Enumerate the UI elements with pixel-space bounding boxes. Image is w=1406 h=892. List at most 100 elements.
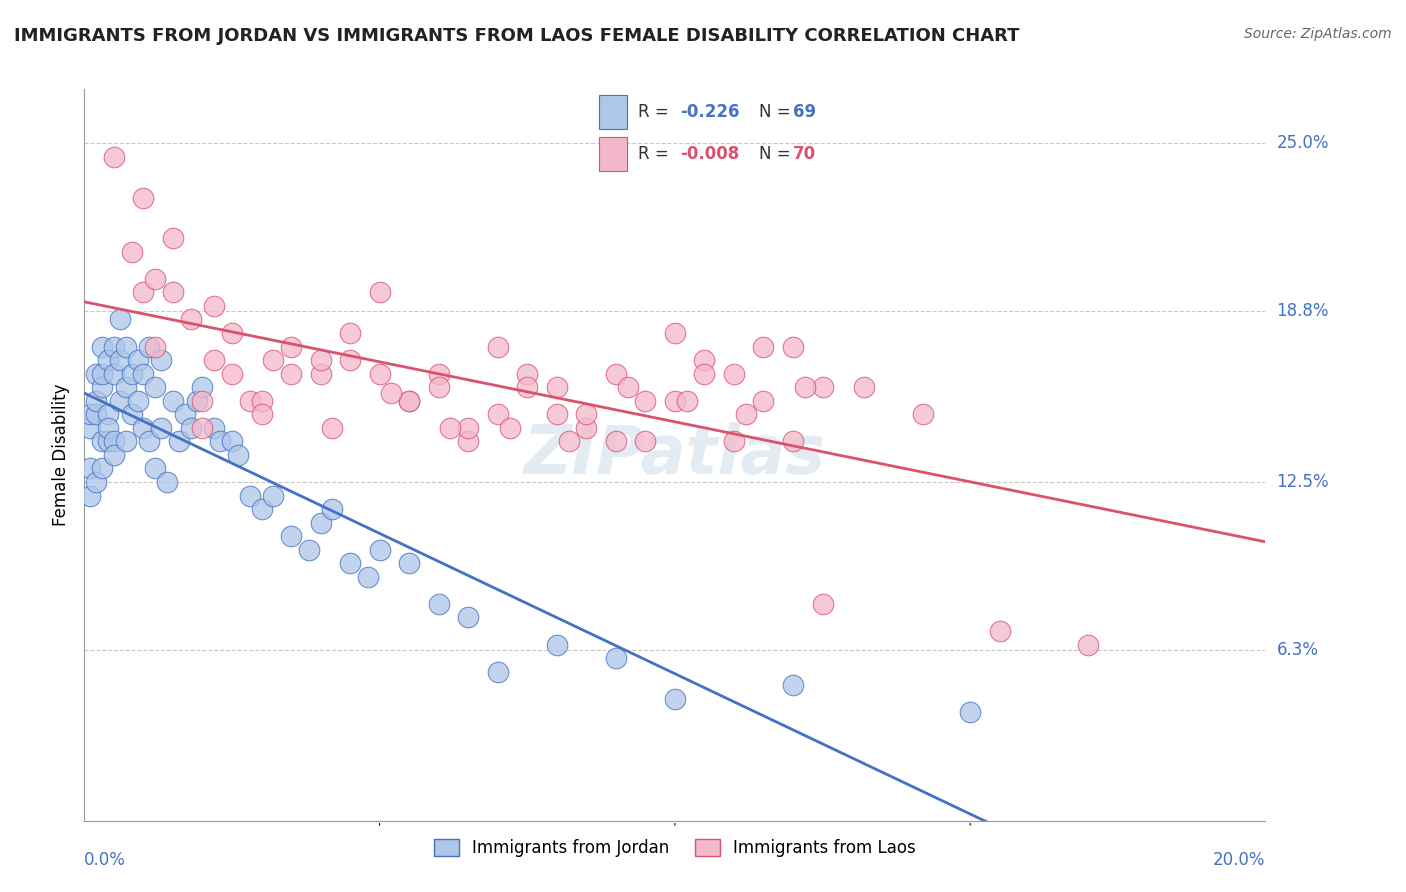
Text: 18.8%: 18.8% — [1277, 302, 1329, 320]
Point — [191, 393, 214, 408]
Point — [162, 393, 184, 408]
Text: 70: 70 — [793, 145, 815, 163]
Point — [132, 367, 155, 381]
Text: 69: 69 — [793, 103, 815, 121]
Text: R =: R = — [638, 145, 675, 163]
Point — [321, 502, 343, 516]
Point — [143, 380, 166, 394]
Point — [239, 393, 262, 408]
Text: ZIPatlas: ZIPatlas — [524, 422, 825, 488]
Point — [557, 434, 579, 449]
Point — [191, 421, 214, 435]
Point — [634, 434, 657, 449]
Point — [132, 421, 155, 435]
Point — [427, 597, 450, 611]
Text: -0.008: -0.008 — [681, 145, 740, 163]
Point — [634, 393, 657, 408]
Point — [280, 340, 302, 354]
Text: 20.0%: 20.0% — [1213, 851, 1265, 869]
Point — [486, 665, 509, 679]
Point — [486, 340, 509, 354]
Point — [91, 380, 114, 394]
Point — [167, 434, 190, 449]
Point — [664, 326, 686, 340]
Point — [150, 421, 173, 435]
Point — [202, 421, 225, 435]
Legend: Immigrants from Jordan, Immigrants from Laos: Immigrants from Jordan, Immigrants from … — [427, 832, 922, 863]
Point — [79, 407, 101, 421]
Point — [988, 624, 1011, 638]
Point — [191, 380, 214, 394]
Point — [339, 326, 361, 340]
Point — [439, 421, 461, 435]
Point — [180, 312, 202, 326]
Point — [79, 421, 101, 435]
Point — [693, 353, 716, 368]
Point — [959, 706, 981, 720]
Point — [457, 421, 479, 435]
Point — [782, 340, 804, 354]
Point — [723, 434, 745, 449]
Text: R =: R = — [638, 103, 675, 121]
Point — [97, 421, 120, 435]
Point — [108, 353, 131, 368]
Point — [309, 353, 332, 368]
Point — [209, 434, 232, 449]
Point — [103, 367, 125, 381]
Point — [202, 299, 225, 313]
Point — [103, 150, 125, 164]
Point — [262, 489, 284, 503]
Point — [150, 353, 173, 368]
Point — [280, 529, 302, 543]
Point — [516, 367, 538, 381]
Point — [180, 421, 202, 435]
Point — [114, 340, 136, 354]
Point — [121, 367, 143, 381]
Point — [162, 231, 184, 245]
Point — [911, 407, 934, 421]
Point — [114, 434, 136, 449]
Point — [546, 407, 568, 421]
Point — [84, 393, 107, 408]
Point — [427, 367, 450, 381]
Point — [575, 421, 598, 435]
Point — [162, 285, 184, 300]
Point — [357, 570, 380, 584]
Point — [84, 475, 107, 489]
Point — [664, 691, 686, 706]
Point — [693, 367, 716, 381]
FancyBboxPatch shape — [599, 137, 627, 171]
Point — [368, 367, 391, 381]
Point — [811, 597, 834, 611]
Point — [138, 434, 160, 449]
Point — [250, 502, 273, 516]
Text: N =: N = — [759, 145, 796, 163]
Y-axis label: Female Disability: Female Disability — [52, 384, 70, 526]
Point — [1077, 638, 1099, 652]
Point — [398, 556, 420, 570]
Text: 6.3%: 6.3% — [1277, 641, 1319, 659]
Point — [664, 393, 686, 408]
Point — [782, 434, 804, 449]
Point — [143, 272, 166, 286]
Point — [132, 285, 155, 300]
Point — [97, 407, 120, 421]
Point — [103, 448, 125, 462]
Point — [811, 380, 834, 394]
Point — [339, 556, 361, 570]
Point — [103, 340, 125, 354]
Point — [186, 393, 208, 408]
Point — [457, 610, 479, 624]
Point — [108, 312, 131, 326]
Point — [298, 542, 321, 557]
Text: N =: N = — [759, 103, 796, 121]
Point — [121, 244, 143, 259]
Point — [605, 651, 627, 665]
Point — [752, 340, 775, 354]
Point — [546, 638, 568, 652]
Point — [103, 434, 125, 449]
Point — [380, 385, 402, 400]
Point — [91, 367, 114, 381]
Point — [339, 353, 361, 368]
Point — [79, 489, 101, 503]
